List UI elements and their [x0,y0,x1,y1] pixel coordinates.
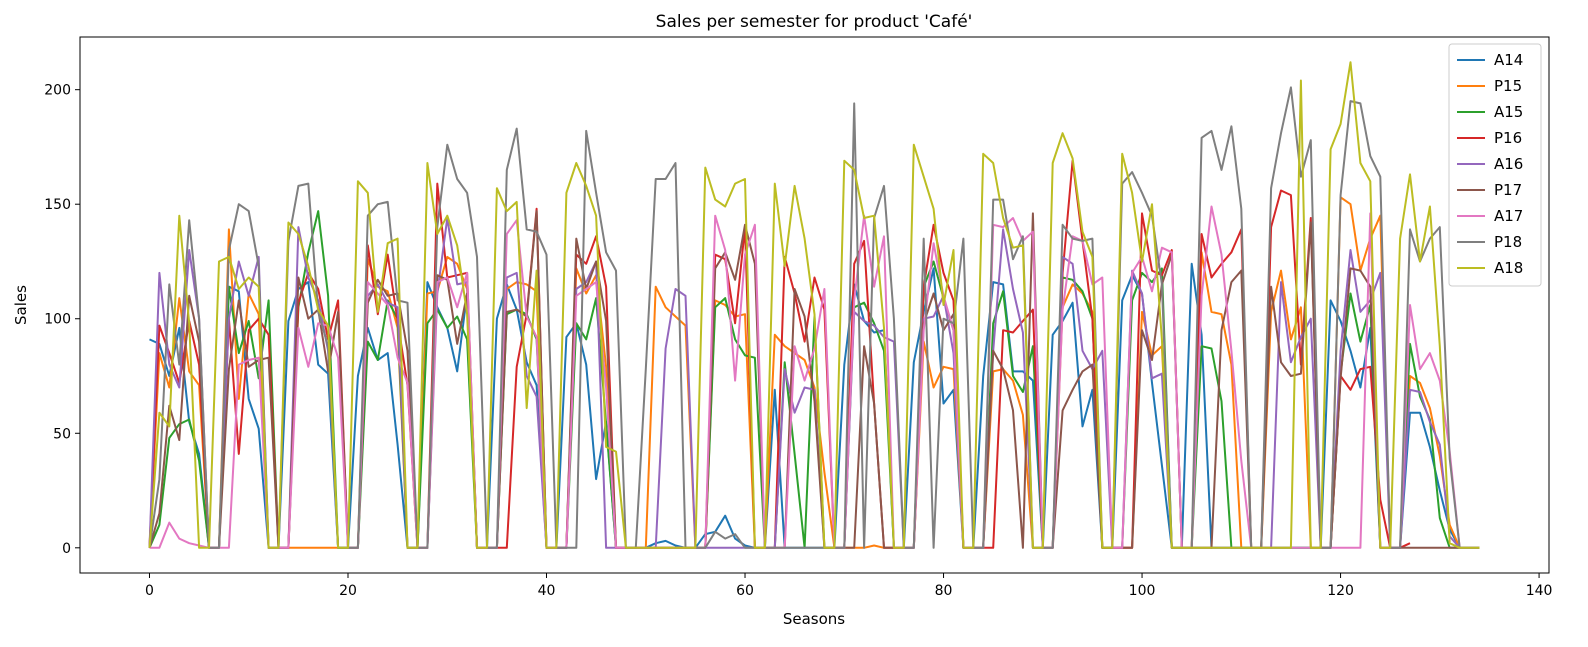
legend-label-p15: P15 [1494,77,1522,95]
y-axis-label: Sales [12,285,30,325]
legend-label-p17: P17 [1494,181,1522,199]
x-tick-label: 20 [339,583,357,599]
x-axis: 0 20 40 60 80 100 120 140 [145,573,1552,599]
x-tick-label: 100 [1129,583,1156,599]
y-tick-label: 100 [44,312,71,328]
legend: A14 P15 A15 P16 A16 P17 A17 P18 A18 [1448,43,1542,287]
legend-label-p18: P18 [1494,233,1522,251]
plot-area [148,61,1480,549]
x-tick-label: 80 [935,583,953,599]
y-tick-label: 50 [53,426,71,442]
y-axis: 0 50 100 150 200 [44,83,80,557]
x-tick-label: 140 [1526,583,1553,599]
x-tick-label: 120 [1327,583,1354,599]
x-tick-label: 40 [538,583,556,599]
x-tick-label: 0 [145,583,154,599]
series-line-a18 [148,61,1480,549]
x-axis-label: Seasons [783,610,845,628]
legend-label-p16: P16 [1494,129,1522,147]
y-tick-label: 0 [62,541,71,557]
legend-label-a16: A16 [1494,155,1523,173]
chart-title: Sales per semester for product 'Café' [656,12,973,32]
legend-box [1448,43,1542,287]
legend-label-a17: A17 [1494,207,1523,225]
legend-label-a14: A14 [1494,51,1523,69]
legend-label-a18: A18 [1494,259,1523,277]
y-tick-label: 150 [44,197,71,213]
x-tick-label: 60 [736,583,754,599]
y-tick-label: 200 [44,83,71,99]
legend-label-a15: A15 [1494,103,1523,121]
plot-frame [79,36,1550,574]
